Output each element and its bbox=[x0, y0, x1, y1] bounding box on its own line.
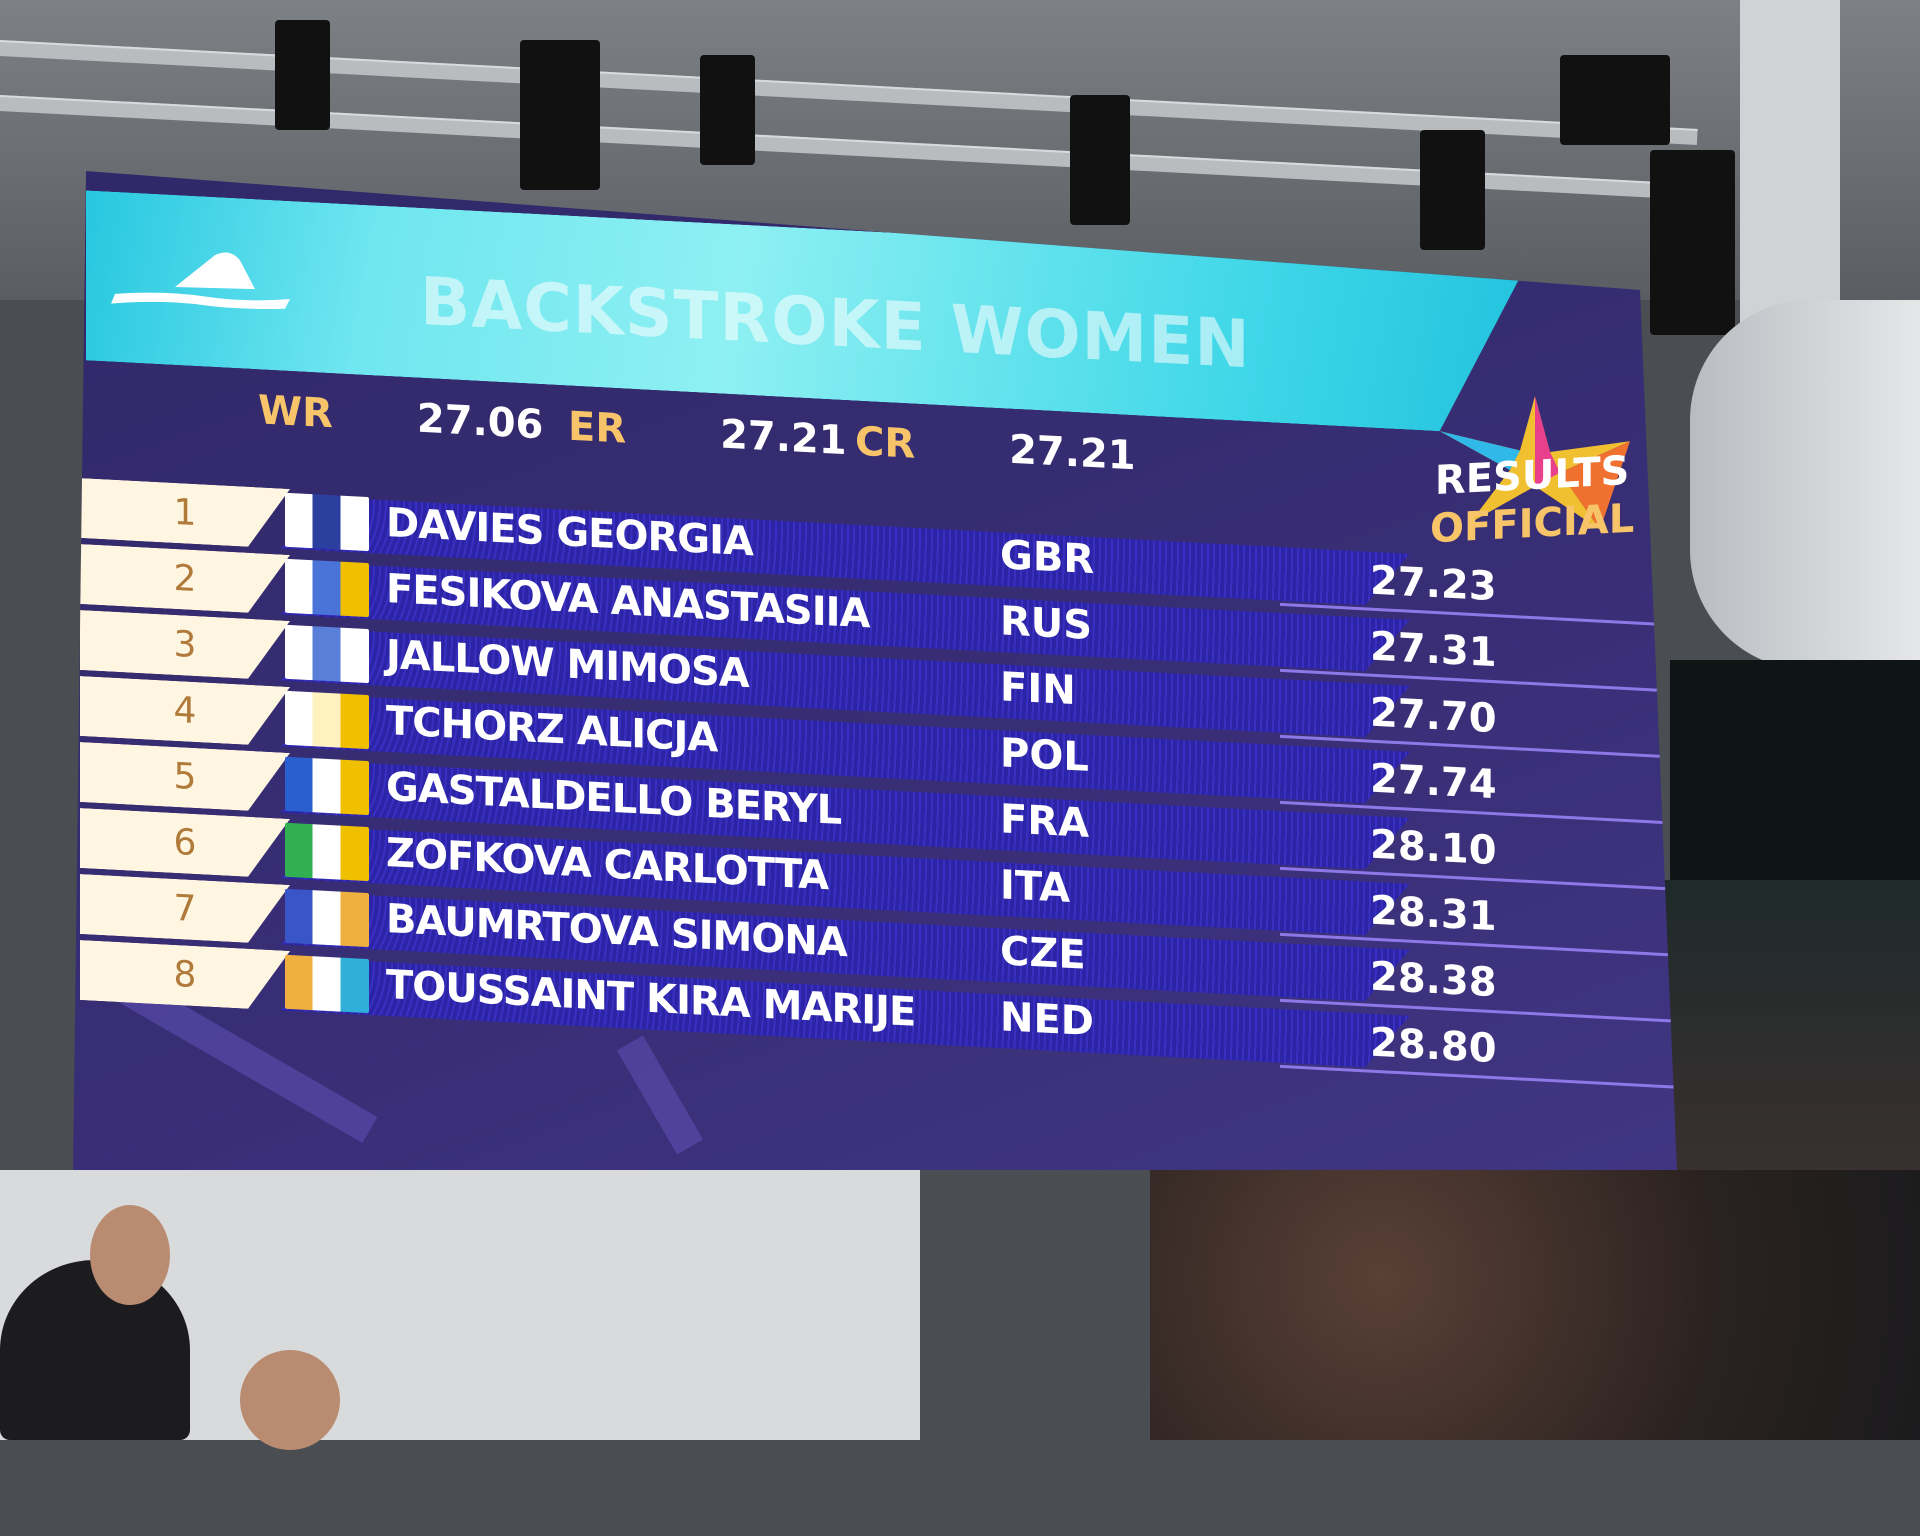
nation-code: GBR bbox=[1000, 532, 1095, 584]
nation-code: POL bbox=[1000, 730, 1089, 781]
speaker bbox=[1560, 55, 1670, 145]
rank: 7 bbox=[80, 874, 290, 945]
result-time: 27.74 bbox=[1370, 755, 1497, 809]
result-time: 28.31 bbox=[1370, 887, 1497, 941]
record-value: 27.21 bbox=[1009, 426, 1136, 480]
record-label: ER bbox=[568, 403, 627, 453]
record-value: 27.21 bbox=[720, 411, 847, 465]
result-time: 28.80 bbox=[1370, 1019, 1497, 1073]
nation-code: FIN bbox=[1000, 664, 1076, 715]
spectator bbox=[0, 1260, 190, 1440]
rank: 3 bbox=[80, 610, 290, 681]
stage-light bbox=[520, 40, 600, 190]
flag-icon bbox=[285, 624, 369, 684]
scoreboard: BACKSTROKE WOMEN WR 27.06 ER 27.21 CR 27… bbox=[73, 171, 1677, 1170]
nation-code: RUS bbox=[1000, 598, 1093, 650]
speaker bbox=[1650, 150, 1735, 335]
flag-icon bbox=[285, 888, 369, 948]
rank: 2 bbox=[80, 544, 290, 615]
record-er: ER 27.21 bbox=[568, 404, 847, 465]
spectator-stand bbox=[1670, 660, 1920, 880]
flag-icon bbox=[285, 558, 369, 618]
rank: 5 bbox=[80, 742, 290, 813]
flag-icon bbox=[285, 954, 369, 1014]
rank: 4 bbox=[80, 676, 290, 747]
swimmer-logo-icon bbox=[111, 252, 290, 309]
stage-light bbox=[275, 20, 330, 130]
nation-code: CZE bbox=[1000, 928, 1086, 979]
rank: 8 bbox=[80, 940, 290, 1011]
nation-code: NED bbox=[1000, 994, 1095, 1046]
record-label: WR bbox=[258, 387, 333, 438]
nation-code: FRA bbox=[1000, 796, 1090, 847]
stage-light bbox=[1070, 95, 1130, 225]
stage-light bbox=[700, 55, 755, 165]
flag-icon bbox=[285, 756, 369, 816]
flag-icon bbox=[285, 690, 369, 750]
flag-icon bbox=[285, 492, 369, 552]
result-time: 28.10 bbox=[1370, 821, 1497, 875]
record-cr: CR 27.21 bbox=[855, 419, 1136, 480]
air-duct bbox=[1690, 300, 1920, 670]
nation-code: ITA bbox=[1000, 862, 1071, 912]
result-time: 27.23 bbox=[1370, 557, 1497, 611]
spectator-head bbox=[90, 1205, 170, 1305]
record-value: 27.06 bbox=[416, 395, 544, 449]
result-time: 27.31 bbox=[1370, 623, 1497, 677]
rank: 6 bbox=[80, 808, 290, 879]
crowd bbox=[1150, 1170, 1920, 1440]
rank: 1 bbox=[80, 478, 290, 549]
result-time: 28.38 bbox=[1370, 953, 1497, 1007]
record-wr: WR 27.06 bbox=[258, 387, 543, 448]
record-label: CR bbox=[855, 418, 916, 468]
result-time: 27.70 bbox=[1370, 689, 1497, 743]
spectator-head bbox=[240, 1350, 340, 1450]
flag-icon bbox=[285, 822, 369, 882]
championship-star-logo-icon bbox=[1440, 396, 1630, 530]
crowd bbox=[1660, 880, 1920, 1180]
stage-light bbox=[1420, 130, 1485, 250]
results-status: RESULTS OFFICIAL bbox=[1430, 447, 1634, 554]
